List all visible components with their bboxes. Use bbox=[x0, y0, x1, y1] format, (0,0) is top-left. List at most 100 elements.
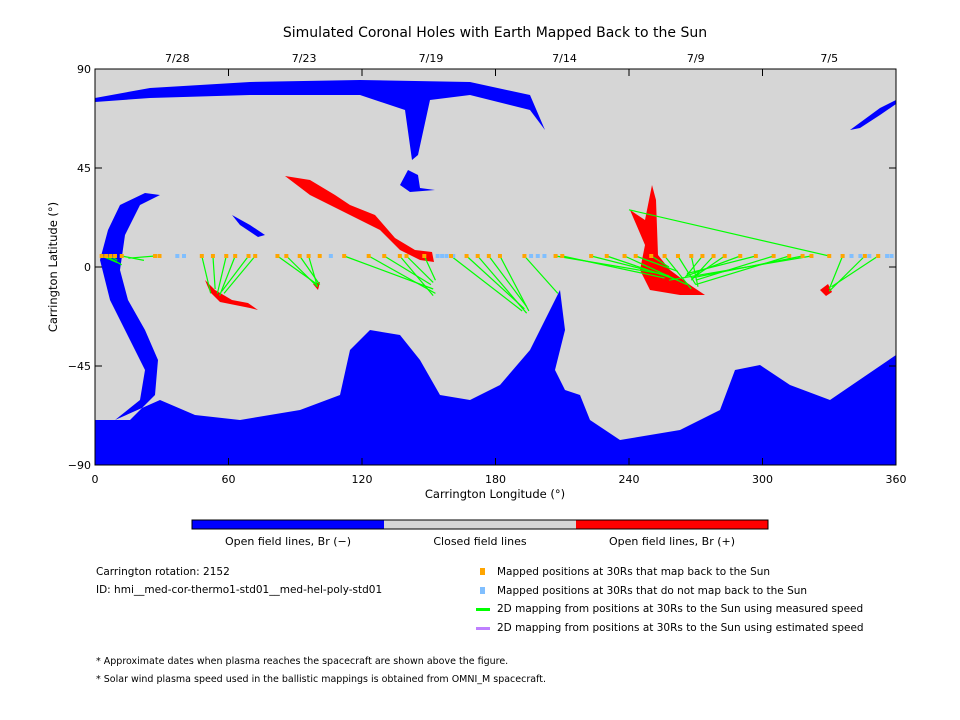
point-mapped-back bbox=[753, 254, 758, 258]
colorbar-label-negative: Open field lines, Br (−) bbox=[225, 535, 351, 548]
mapping-line bbox=[423, 255, 436, 281]
x-tick-label: 240 bbox=[619, 473, 640, 486]
date-tick-label: 7/9 bbox=[687, 52, 705, 65]
mapping-line bbox=[299, 255, 321, 285]
point-mapped-back bbox=[662, 254, 667, 258]
x-tick-label: 60 bbox=[222, 473, 236, 486]
legend-label: Mapped positions at 30Rs that do not map… bbox=[497, 584, 808, 597]
point-not-mapped bbox=[885, 254, 890, 258]
point-not-mapped bbox=[535, 254, 540, 258]
date-tick-label: 7/14 bbox=[552, 52, 577, 65]
legend-square-icon bbox=[480, 586, 485, 594]
point-mapped-back bbox=[486, 254, 491, 258]
point-mapped-back bbox=[633, 254, 638, 258]
point-mapped-back bbox=[99, 254, 104, 258]
y-axis-label: Carrington Latitude (°) bbox=[46, 202, 60, 332]
small-hole-b bbox=[232, 215, 265, 237]
point-mapped-back bbox=[700, 254, 705, 258]
point-mapped-back bbox=[404, 254, 409, 258]
mapping-line bbox=[624, 255, 688, 286]
point-mapped-back bbox=[210, 254, 215, 258]
point-mapped-back bbox=[475, 254, 480, 258]
point-mapped-back bbox=[464, 254, 469, 258]
point-mapped-back bbox=[553, 254, 558, 258]
point-mapped-back bbox=[787, 254, 792, 258]
date-tick-label: 7/5 bbox=[820, 52, 838, 65]
point-mapped-back bbox=[108, 254, 113, 258]
point-mapped-back bbox=[119, 254, 124, 258]
mapping-line bbox=[684, 255, 703, 279]
x-tick-label: 120 bbox=[352, 473, 373, 486]
point-not-mapped bbox=[328, 254, 333, 258]
point-not-mapped bbox=[444, 254, 449, 258]
mapping-line bbox=[477, 255, 528, 314]
mapping-line bbox=[686, 255, 756, 275]
point-mapped-back bbox=[771, 254, 776, 258]
point-mapped-back bbox=[317, 254, 322, 258]
mapping-line bbox=[128, 255, 156, 259]
point-mapped-back bbox=[246, 254, 251, 258]
point-not-mapped bbox=[435, 254, 440, 258]
date-tick-label: 7/28 bbox=[165, 52, 190, 65]
point-not-mapped bbox=[182, 254, 186, 258]
negative-polarity-holes bbox=[95, 80, 896, 465]
mapping-line bbox=[406, 255, 434, 283]
note-dates: * Approximate dates when plasma reaches … bbox=[96, 656, 509, 667]
measured-mapping-lines bbox=[101, 209, 879, 314]
mapping-line bbox=[308, 255, 319, 287]
hole-center-north bbox=[285, 176, 434, 262]
point-mapped-back bbox=[827, 254, 832, 258]
point-mapped-back bbox=[560, 254, 565, 258]
date-tick-label: 7/19 bbox=[419, 52, 444, 65]
date-tick-label: 7/23 bbox=[292, 52, 317, 65]
small-hole-a bbox=[400, 170, 435, 192]
point-mapped-back bbox=[738, 254, 743, 258]
model-id: ID: hmi__med-cor-thermo1-std01__med-hel-… bbox=[96, 584, 383, 596]
mapping-line bbox=[664, 255, 692, 290]
point-mapped-back bbox=[297, 254, 302, 258]
y-tick-label: −90 bbox=[68, 459, 91, 472]
plot-area bbox=[94, 68, 897, 466]
colorbar-label-positive: Open field lines, Br (+) bbox=[609, 535, 735, 548]
chart-title: Simulated Coronal Holes with Earth Mappe… bbox=[283, 25, 707, 41]
mapping-line bbox=[383, 255, 432, 286]
mapping-line bbox=[212, 255, 216, 290]
mapping-line bbox=[201, 255, 212, 294]
point-mapped-back bbox=[342, 254, 347, 258]
mapping-line bbox=[368, 255, 436, 294]
colorbar-label-closed: Closed field lines bbox=[433, 535, 527, 548]
point-not-mapped bbox=[849, 254, 854, 258]
point-mapped-back bbox=[113, 254, 118, 258]
colorbar-positive bbox=[576, 520, 768, 529]
x-tick-label: 360 bbox=[886, 473, 907, 486]
y-tick-label: −45 bbox=[68, 360, 91, 373]
colorbar-closed bbox=[384, 520, 576, 529]
axes: 0 60 120 180 240 300 360 90 45 0 −45 −90 7/28 7/23 7/1… bbox=[68, 52, 907, 486]
small-hole-c bbox=[850, 100, 896, 130]
point-mapped-back bbox=[449, 254, 453, 258]
x-tick-label: 180 bbox=[485, 473, 506, 486]
point-not-mapped bbox=[440, 254, 445, 258]
point-mapped-back bbox=[689, 254, 694, 258]
point-mapped-back bbox=[840, 254, 845, 258]
point-mapped-back bbox=[275, 254, 280, 258]
point-mapped-back bbox=[253, 254, 258, 258]
point-mapped-back bbox=[306, 254, 311, 258]
mapping-line bbox=[523, 255, 559, 294]
point-mapped-back bbox=[284, 254, 289, 258]
point-mapped-back bbox=[876, 254, 881, 258]
point-mapped-back bbox=[382, 254, 387, 258]
mapping-line bbox=[828, 255, 866, 292]
hole-west bbox=[205, 280, 258, 310]
point-not-mapped bbox=[867, 254, 872, 258]
point-mapped-back bbox=[711, 254, 716, 258]
x-axis-label: Carrington Longitude (°) bbox=[425, 487, 565, 501]
x-tick-label: 0 bbox=[92, 473, 99, 486]
mapping-line bbox=[695, 255, 790, 286]
point-mapped-back bbox=[589, 254, 594, 258]
mapping-line bbox=[686, 255, 741, 277]
legend-label: 2D mapping from positions at 30Rs to the… bbox=[497, 603, 864, 615]
mapping-line bbox=[223, 255, 256, 294]
point-mapped-back bbox=[675, 254, 680, 258]
x-tick-label: 300 bbox=[752, 473, 773, 486]
